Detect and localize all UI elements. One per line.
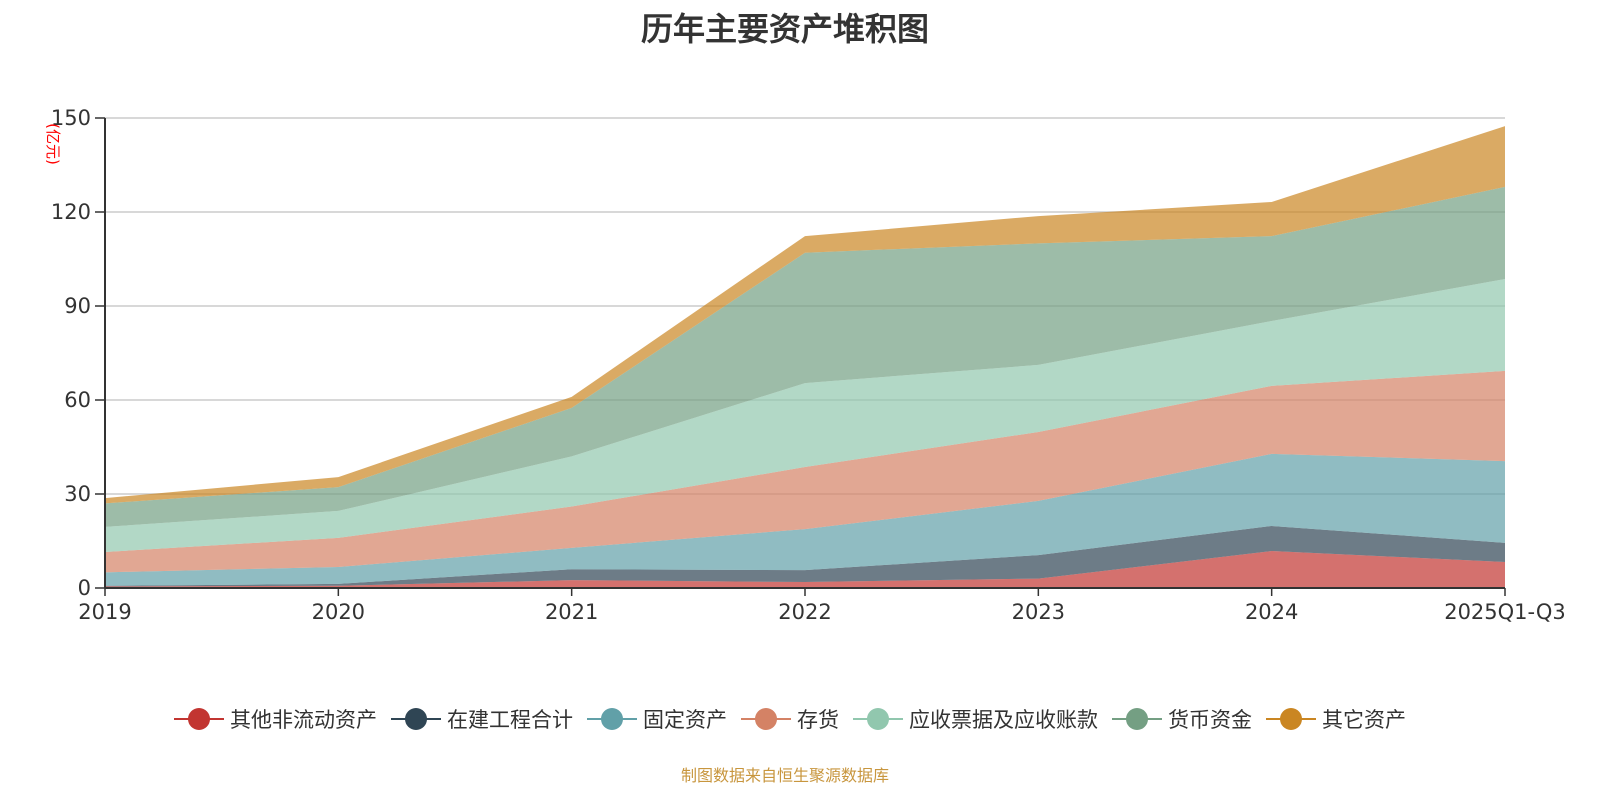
- legend-item[interactable]: 其它资产: [1266, 704, 1406, 734]
- y-tick-label: 30: [64, 482, 91, 506]
- legend-label: 存货: [797, 708, 839, 732]
- legend-item[interactable]: 在建工程合计: [391, 704, 573, 734]
- legend-item[interactable]: 存货: [741, 704, 839, 734]
- x-tick-label: 2024: [1245, 600, 1298, 624]
- legend-item[interactable]: 其他非流动资产: [174, 704, 377, 734]
- legend-label: 其它资产: [1322, 708, 1406, 732]
- x-tick-label: 2025Q1-Q3: [1444, 600, 1566, 624]
- legend-label: 货币资金: [1168, 708, 1252, 732]
- legend-item[interactable]: 固定资产: [587, 704, 727, 734]
- legend-label: 固定资产: [643, 708, 727, 732]
- legend-marker-icon: [741, 708, 791, 730]
- x-tick-label: 2021: [545, 600, 598, 624]
- y-tick-label: 60: [64, 388, 91, 412]
- area-固定资产: [105, 453, 1505, 586]
- area-存货: [105, 370, 1505, 573]
- y-tick-label: 90: [64, 294, 91, 318]
- x-tick-label: 2023: [1012, 600, 1065, 624]
- y-tick-label: 120: [51, 200, 91, 224]
- legend-label: 应收票据及应收账款: [909, 708, 1098, 732]
- chart-title: 历年主要资产堆积图: [640, 10, 929, 48]
- legend-label: 其他非流动资产: [230, 708, 377, 732]
- legend-marker-icon: [1112, 708, 1162, 730]
- legend: 其他非流动资产 在建工程合计 固定资产 存货 应收票据及应收账款 货币资金 其它资产: [0, 704, 1580, 734]
- legend-item[interactable]: 应收票据及应收账款: [853, 704, 1098, 734]
- area-货币资金: [105, 186, 1505, 527]
- legend-marker-icon: [587, 708, 637, 730]
- source-note: 制图数据来自恒生聚源数据库: [680, 766, 889, 785]
- y-tick-label: 150: [51, 106, 91, 130]
- x-tick-label: 2019: [78, 600, 131, 624]
- y-axis-label: (亿元): [44, 123, 62, 165]
- stacked-area-chart: 0 30 60 90 120 150(亿元) 2019 2020 2021 2022 2023 202…: [44, 106, 1566, 624]
- legend-marker-icon: [174, 708, 224, 730]
- legend-item[interactable]: 货币资金: [1112, 704, 1252, 734]
- y-tick-label: 0: [78, 576, 91, 600]
- area-应收票据及应收账款: [105, 279, 1505, 552]
- area-其它资产: [105, 126, 1505, 504]
- legend-marker-icon: [1266, 708, 1316, 730]
- legend-label: 在建工程合计: [447, 708, 573, 732]
- area-在建工程合计: [105, 525, 1505, 587]
- area-其他非流动资产: [105, 551, 1505, 588]
- legend-marker-icon: [853, 708, 903, 730]
- x-tick-label: 2022: [778, 600, 831, 624]
- legend-marker-icon: [391, 708, 441, 730]
- x-tick-label: 2020: [312, 600, 365, 624]
